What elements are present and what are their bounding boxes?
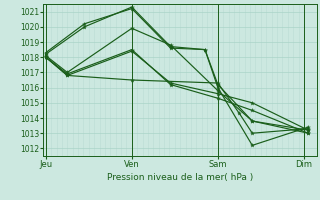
X-axis label: Pression niveau de la mer( hPa ): Pression niveau de la mer( hPa ) — [107, 173, 253, 182]
